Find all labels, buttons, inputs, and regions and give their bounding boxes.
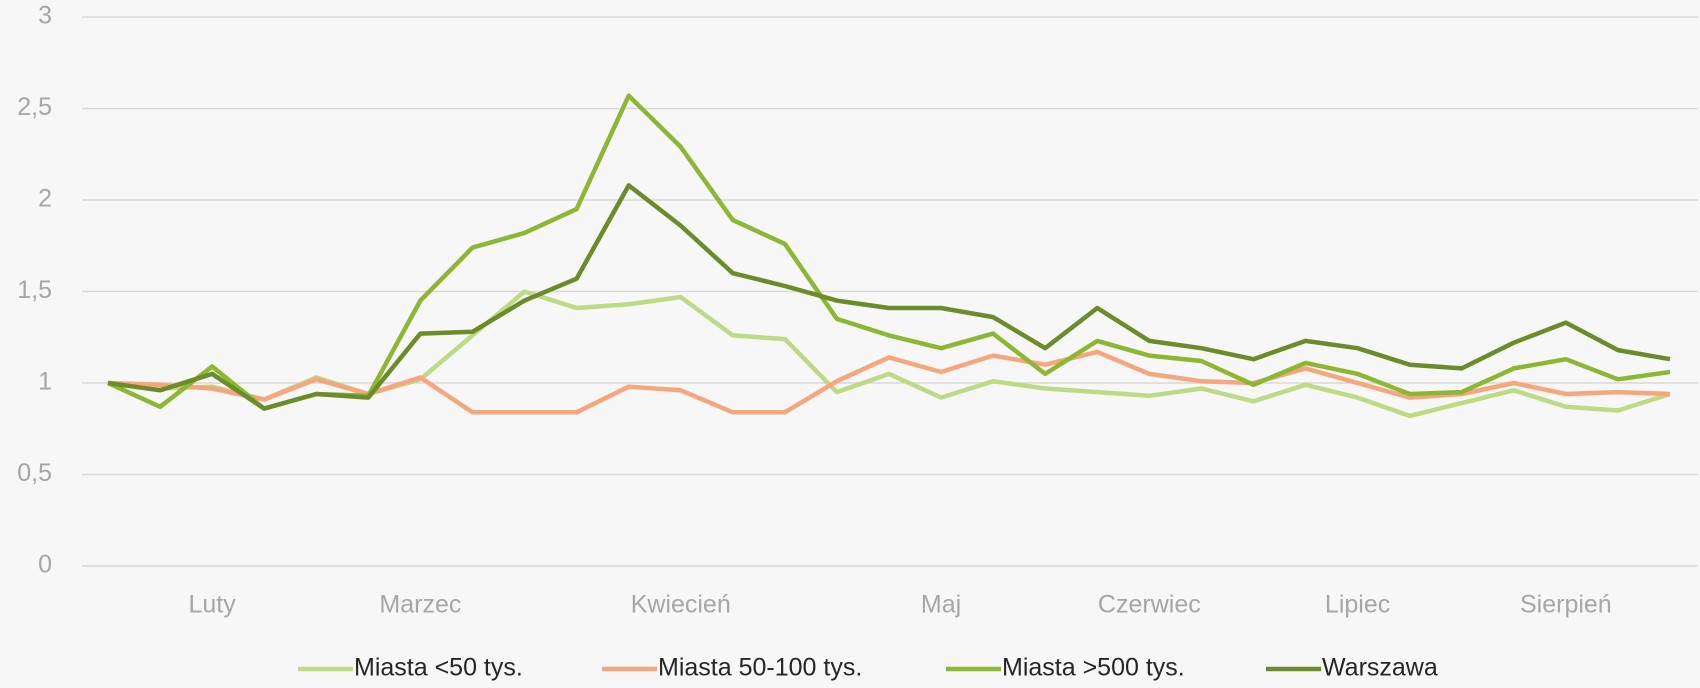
- legend-label: Miasta <50 tys.: [354, 654, 523, 682]
- series-line: [107, 349, 1671, 415]
- x-tick-label: Maj: [921, 591, 961, 619]
- legend-label: Warszawa: [1322, 654, 1438, 682]
- x-tick-label: Sierpień: [1520, 591, 1612, 619]
- y-tick-label: 3: [38, 2, 52, 30]
- y-tick-label: 2: [38, 185, 52, 213]
- x-tick-label: Luty: [189, 591, 237, 619]
- x-tick-label: Lipiec: [1325, 591, 1390, 619]
- legend-label: Miasta >500 tys.: [1002, 654, 1185, 682]
- y-tick-label: 0: [38, 551, 52, 579]
- series-line: [107, 93, 1671, 411]
- y-tick-label: 0,5: [17, 459, 52, 487]
- series-line: [107, 183, 1671, 411]
- legend-label: Miasta 50-100 tys.: [658, 654, 862, 682]
- x-tick-label: Kwiecień: [631, 591, 731, 619]
- y-tick-label: 2,5: [17, 93, 52, 121]
- x-tick-label: Marzec: [379, 591, 461, 619]
- y-tick-label: 1: [38, 368, 52, 396]
- x-tick-label: Czerwiec: [1098, 591, 1201, 619]
- y-tick-label: 1,5: [17, 276, 52, 304]
